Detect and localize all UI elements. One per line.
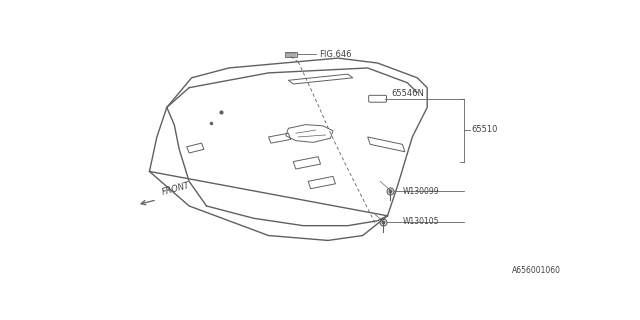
Text: A656001060: A656001060 xyxy=(512,266,561,275)
Text: W130099: W130099 xyxy=(403,187,439,196)
Text: FIG.646: FIG.646 xyxy=(319,50,351,59)
Text: FRONT: FRONT xyxy=(161,181,191,197)
Text: 65510: 65510 xyxy=(472,125,498,134)
Text: W130105: W130105 xyxy=(403,218,439,227)
Bar xyxy=(285,52,297,57)
Text: 65546N: 65546N xyxy=(392,89,424,98)
